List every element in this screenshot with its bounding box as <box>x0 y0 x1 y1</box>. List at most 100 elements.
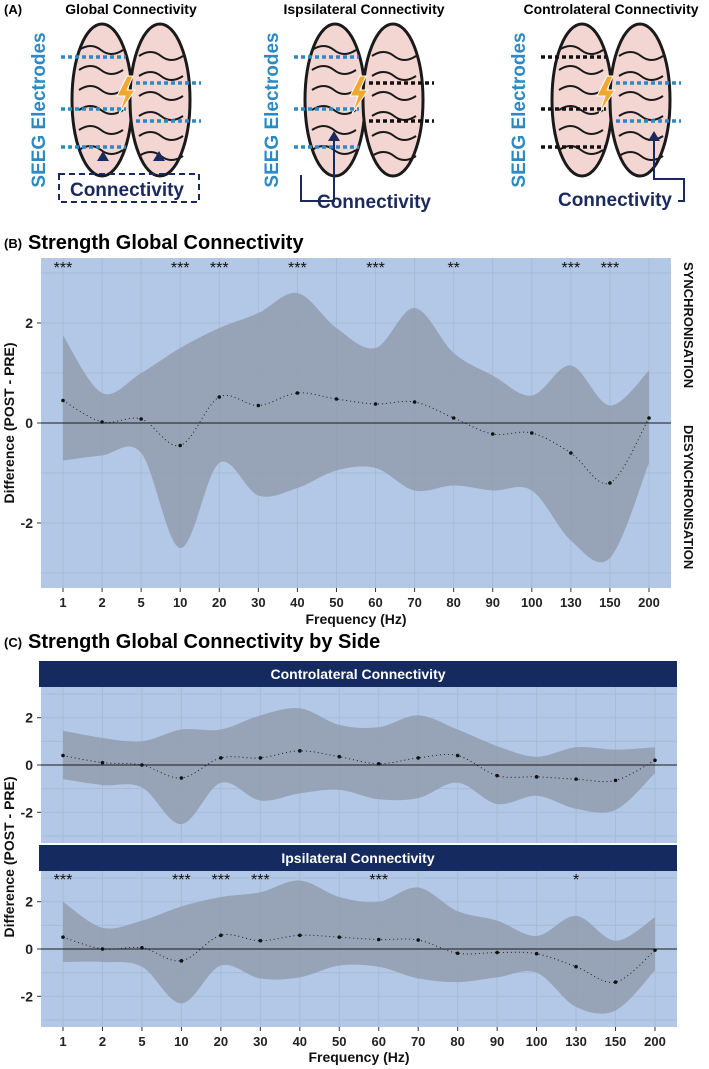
gyrus-line <box>78 105 124 115</box>
mean-point-70 <box>416 938 421 942</box>
mean-point-60 <box>376 762 381 766</box>
desynchronisation-label: DESYNCHRONISATION <box>681 425 696 569</box>
brain-diagram-global: Global Connectivity SEEG Electrodes Connec… <box>29 1 201 203</box>
x-axis-title: Frequency (Hz) <box>308 1049 409 1065</box>
diagram-title: Global Connectivity <box>65 1 197 17</box>
diagram-title: Ispsilateral Connectivity <box>283 1 444 17</box>
left-hemisphere <box>550 22 614 178</box>
mean-point-90 <box>495 950 499 955</box>
x-tick-label-5: 5 <box>138 595 145 610</box>
panel-b-title: Strength Global Connectivity <box>28 232 304 254</box>
mean-point-80 <box>455 951 460 956</box>
mean-point-60 <box>376 937 381 942</box>
mean-point-60 <box>373 402 378 406</box>
gyrus-line <box>138 111 184 121</box>
x-tick-label-90: 90 <box>490 1034 504 1049</box>
connectivity-box <box>58 173 200 203</box>
connectivity-label: Connectivity <box>317 192 431 213</box>
mean-point-200 <box>653 758 657 763</box>
gyrus-line <box>138 131 184 141</box>
x-tick-label-40: 40 <box>290 595 304 610</box>
x-tick-label-200: 200 <box>644 1034 666 1049</box>
x-tick-label-20: 20 <box>212 595 226 610</box>
significance-20: *** <box>212 872 231 889</box>
right-hemisphere <box>608 22 672 178</box>
gyrus-line <box>371 71 417 81</box>
gyrus-line <box>371 91 417 101</box>
gyrus-line <box>78 85 124 95</box>
connectivity-label: Connectivity <box>70 180 184 201</box>
seeg-electrodes-label: SEEG Electrodes <box>262 32 283 187</box>
x-tick-label-2: 2 <box>99 1034 106 1049</box>
mean-line <box>62 392 650 485</box>
x-tick-label-130: 130 <box>565 1034 587 1049</box>
x-tick-label-90: 90 <box>485 595 499 610</box>
mean-point-150 <box>613 778 618 783</box>
arrow-icon <box>328 131 340 141</box>
mean-point-200 <box>653 948 657 952</box>
mean-point-10 <box>178 443 182 448</box>
gyrus-line <box>78 45 124 55</box>
seizure-bolt-icon <box>116 75 136 115</box>
significance-10: *** <box>171 260 190 277</box>
x-tick-label-70: 70 <box>411 1034 425 1049</box>
x-tick-label-130: 130 <box>560 595 582 610</box>
mean-point-50 <box>337 935 342 939</box>
confidence-band <box>63 292 649 563</box>
gyrus-line <box>558 65 604 75</box>
mean-point-5 <box>139 417 143 421</box>
gyrus-line <box>311 45 357 55</box>
x-axis-title: Frequency (Hz) <box>305 611 406 627</box>
gyrus-line <box>618 51 664 61</box>
x-tick-label-60: 60 <box>371 1034 385 1049</box>
mean-point-100 <box>534 951 539 956</box>
gyrus-line <box>618 71 664 81</box>
y-tick-label: 0 <box>25 757 33 773</box>
x-tick-label-10: 10 <box>173 595 187 610</box>
brain-diagram-contra: Controlateral Connectivity SEEG Electrode… <box>509 1 699 211</box>
x-tick-label-150: 150 <box>605 1034 627 1049</box>
y-tick-label: 0 <box>25 415 33 431</box>
mean-point-30 <box>258 938 263 943</box>
arrow-icon <box>648 131 660 141</box>
right-hemisphere <box>361 22 425 178</box>
y-tick-label: 2 <box>25 315 33 331</box>
mean-point-80 <box>455 753 460 758</box>
mean-point-1 <box>61 753 65 758</box>
gyrus-line <box>618 111 664 121</box>
x-tick-label-80: 80 <box>450 1034 464 1049</box>
mean-point-20 <box>219 933 223 938</box>
mean-point-130 <box>569 451 573 455</box>
mean-point-20 <box>217 395 222 399</box>
gyrus-line <box>371 151 417 161</box>
mean-point-30 <box>256 403 261 408</box>
seeg-electrodes-label: SEEG Electrodes <box>509 32 530 187</box>
gyrus-line <box>371 111 417 121</box>
panel-b-label: (B) <box>4 236 22 251</box>
gyrus-line <box>618 91 664 101</box>
x-tick-label-200: 200 <box>638 595 660 610</box>
significance-150: *** <box>601 260 620 277</box>
mean-point-70 <box>412 400 417 404</box>
mean-point-50 <box>334 397 339 401</box>
mean-point-1 <box>61 935 65 939</box>
x-tick-label-10: 10 <box>174 1034 188 1049</box>
seeg-electrodes-label: SEEG Electrodes <box>29 32 50 187</box>
significance-60: *** <box>369 872 388 889</box>
mean-point-90 <box>490 432 495 436</box>
gyrus-line <box>311 65 357 75</box>
y-tick-label: 2 <box>25 894 33 910</box>
mean-line <box>62 750 656 783</box>
y-tick-label: -2 <box>21 988 34 1004</box>
mean-point-50 <box>337 754 342 759</box>
connector-line <box>300 141 335 202</box>
mean-point-40 <box>298 933 302 938</box>
y-tick-label: -2 <box>21 515 34 531</box>
mean-point-10 <box>179 959 184 963</box>
gyrus-line <box>311 105 357 115</box>
significance-20: *** <box>210 260 229 277</box>
x-tick-label-100: 100 <box>521 595 543 610</box>
mean-point-80 <box>451 416 456 420</box>
